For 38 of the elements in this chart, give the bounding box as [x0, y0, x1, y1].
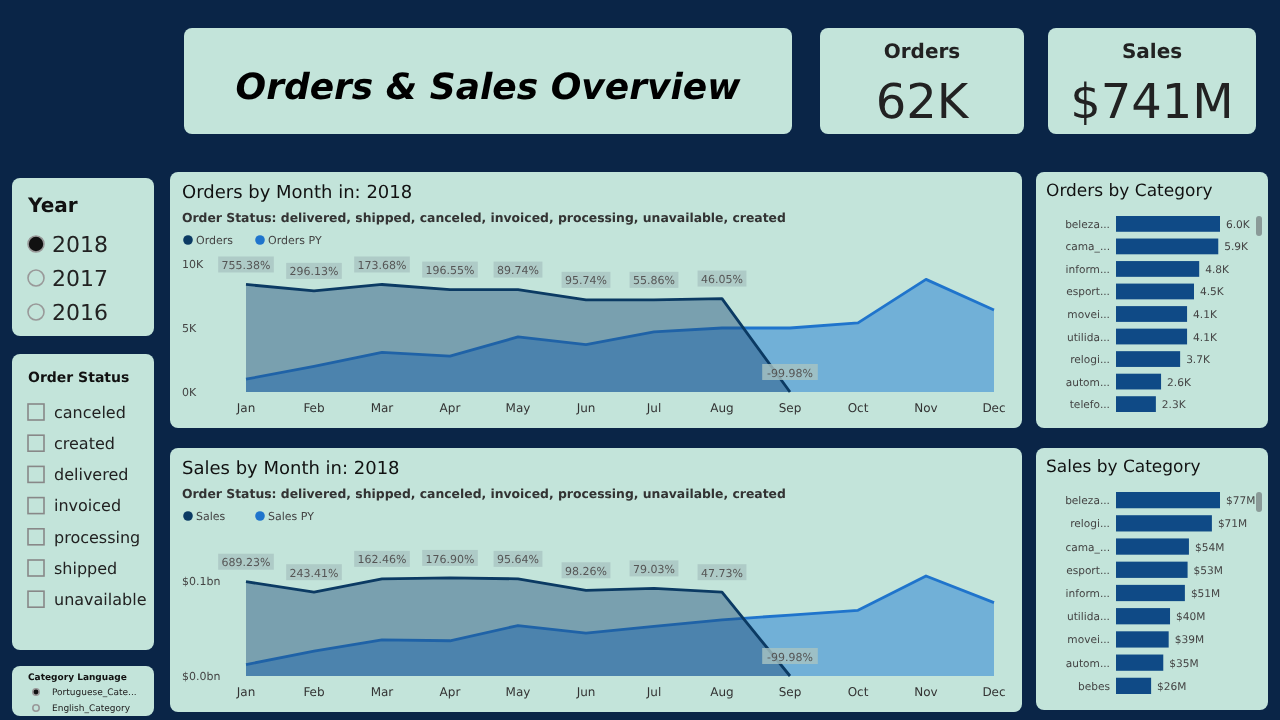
text: 2017 — [52, 265, 108, 292]
bar — [1116, 396, 1156, 412]
bar — [1116, 515, 1212, 532]
text: Year — [26, 196, 78, 218]
text: Orders & Sales Overview — [235, 67, 742, 109]
text: unavailable — [54, 590, 147, 609]
chart-title: Sales by Month in: 2018 — [182, 460, 401, 480]
chart-title: Orders by Month in: 2018 — [182, 184, 413, 204]
text: canceled — [54, 403, 126, 422]
text: $741M — [1070, 74, 1234, 130]
bar — [1116, 306, 1188, 322]
text: 2018 — [52, 231, 108, 258]
chart-title: Orders by Category — [1046, 182, 1213, 202]
bar — [1116, 351, 1181, 367]
text: Orders — [883, 42, 961, 64]
bar — [1116, 216, 1220, 232]
text: created — [54, 434, 115, 453]
bar — [1116, 561, 1188, 578]
chart-title: Sales by Category — [1046, 458, 1201, 478]
bar — [1116, 283, 1194, 300]
text: processing — [54, 528, 141, 547]
bar — [1116, 677, 1152, 694]
text: shipped — [54, 559, 118, 578]
bar — [1116, 328, 1188, 345]
text: 62K — [875, 74, 971, 130]
bar — [1116, 608, 1171, 625]
text: invoiced — [54, 497, 122, 516]
bar — [1116, 238, 1219, 255]
bar — [1116, 261, 1200, 277]
bar — [1116, 631, 1169, 648]
bar — [1116, 492, 1220, 509]
text: Sales — [1121, 42, 1183, 64]
bar — [1116, 373, 1162, 390]
text: 2016 — [52, 299, 108, 326]
bar — [1116, 538, 1189, 555]
bar — [1116, 654, 1164, 671]
bar — [1116, 584, 1185, 602]
text: delivered — [54, 466, 129, 485]
